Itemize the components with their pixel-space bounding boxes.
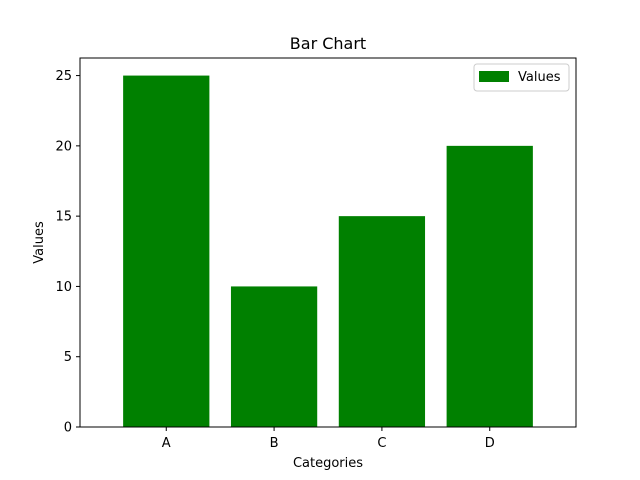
x-axis: A B C D [162, 427, 495, 451]
y-tick-label-25: 25 [55, 69, 72, 84]
bar-D [446, 145, 533, 427]
bar-C [338, 216, 426, 427]
bars-layer [123, 75, 533, 428]
bar-B [230, 286, 318, 427]
y-tick-label-10: 10 [55, 280, 72, 295]
legend-box [473, 63, 570, 92]
legend-swatch [479, 71, 509, 82]
legend: Values [473, 63, 570, 92]
plot-frame [79, 57, 577, 428]
y-tick-label-5: 5 [64, 350, 72, 365]
x-tick-label-D: D [485, 436, 495, 451]
bar-A [123, 75, 210, 428]
legend-label: Values [518, 70, 561, 85]
y-tick-label-20: 20 [55, 139, 72, 154]
y-axis-label: Values [32, 221, 47, 264]
x-axis-label: Categories [293, 456, 363, 471]
y-axis: 0 5 10 15 20 25 [55, 69, 80, 436]
x-tick-label-C: C [377, 436, 386, 451]
y-tick-label-0: 0 [64, 421, 72, 436]
y-tick-label-15: 15 [55, 210, 72, 225]
x-tick-label-B: B [270, 436, 279, 451]
chart-title: Bar Chart [290, 34, 366, 53]
x-tick-label-A: A [162, 436, 171, 451]
